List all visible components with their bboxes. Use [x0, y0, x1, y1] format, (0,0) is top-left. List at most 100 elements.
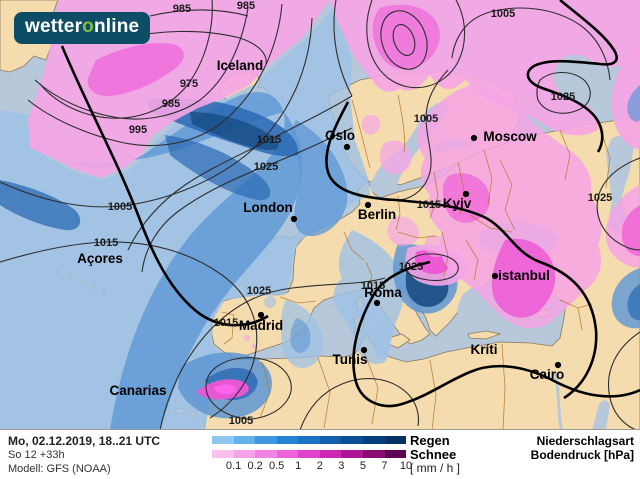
rain-color-scale: [212, 436, 407, 444]
pressure-label: 1025: [551, 91, 575, 103]
legend-color-cell: [319, 436, 342, 444]
map-type-titles: Niederschlagsart Bodendruck [hPa]: [531, 434, 634, 462]
legend-tick: 0.5: [269, 460, 285, 472]
legend-unit: [ mm / h ]: [410, 461, 461, 475]
city-dot: [257, 311, 265, 319]
pressure-label: 1025: [399, 261, 423, 273]
pressure-label: 1015: [361, 280, 385, 292]
legend-color-cell: [362, 436, 385, 444]
legend-color-cell: [212, 450, 234, 458]
city-label: istanbul: [491, 268, 550, 283]
city-dot: [373, 299, 381, 307]
legend-color-cell: [319, 450, 342, 458]
pressure-label: 985: [173, 3, 191, 15]
legend-tick: 5: [359, 460, 366, 472]
legend-tick: 0.1: [225, 460, 242, 472]
pressure-label: 1015: [214, 317, 238, 329]
legend-color-cell: [276, 436, 299, 444]
snow-legend-label: Schnee: [410, 447, 457, 462]
city-dot: [470, 134, 478, 142]
city-name: Roma: [364, 285, 402, 300]
city-label: Açores: [77, 251, 123, 266]
legend-color-cell: [255, 436, 277, 444]
pressure-label: 1015: [94, 237, 118, 249]
city-name: istanbul: [498, 268, 550, 283]
city-label: Madrid: [239, 311, 283, 333]
city-label: Roma: [364, 285, 402, 307]
legend-color-cell: [341, 436, 363, 444]
model-name: Modell: GFS (NOAA): [8, 463, 111, 475]
city-label: Kyiv: [443, 190, 472, 211]
city-name: Berlin: [358, 207, 396, 222]
pressure-title: Bodendruck [hPa]: [530, 448, 634, 462]
city-name: Oslo: [325, 128, 355, 143]
city-name: Canarias: [109, 383, 166, 398]
city-dot: [360, 346, 368, 354]
legend-color-cell: [233, 436, 256, 444]
legend-color-cell: [362, 450, 385, 458]
city-dot: [491, 272, 499, 280]
pressure-label: 1005: [414, 113, 438, 125]
snow-color-scale: [212, 450, 407, 458]
pressure-label: 1015: [417, 199, 441, 211]
pressure-label: 1025: [247, 285, 271, 297]
legend-tick: 10: [399, 460, 413, 472]
city-label: Canarias: [109, 383, 166, 398]
precip-type-title: Niederschlagsart: [536, 434, 634, 448]
city-label: Kríti: [471, 342, 498, 357]
city-label: London: [243, 200, 298, 223]
legend-ticks: 0.1 0.2 0.5 1 2 3 5 7 10: [212, 460, 412, 472]
legend-color-cell: [276, 450, 299, 458]
pressure-label: 985: [162, 98, 180, 110]
city-label: Cairo: [530, 361, 565, 382]
pressure-label: 1025: [588, 192, 612, 204]
city-name: London: [243, 200, 292, 215]
country-borders-layer: [221, 94, 611, 430]
legend-color-cell: [298, 436, 320, 444]
pressure-label: 975: [180, 78, 198, 90]
pressure-label: 1025: [254, 161, 278, 173]
pressure-label: 985: [237, 0, 255, 12]
city-name: Kríti: [471, 342, 498, 357]
city-name: Cairo: [530, 367, 565, 382]
city-dot: [462, 190, 470, 198]
city-label: Iceland: [217, 58, 264, 73]
city-label: Oslo: [325, 128, 355, 151]
logo-text-nline: nline: [93, 16, 140, 37]
city-name: Iceland: [217, 58, 264, 73]
logo-text-wetter: wetter: [25, 16, 83, 37]
legend-tick: 0.2: [247, 460, 263, 472]
city-name: Kyiv: [443, 196, 472, 211]
wetteronline-logo[interactable]: wetteronline: [14, 12, 151, 44]
city-dot: [364, 201, 372, 209]
pressure-label: 1005: [108, 201, 132, 213]
pressure-isolines-thick: [60, 0, 640, 408]
city-dot: [290, 215, 298, 223]
city-dot: [343, 143, 351, 151]
city-label: Berlin: [358, 201, 396, 222]
footer-bar: Mo, 02.12.2019, 18..21 UTC So 12 +33h Mo…: [0, 429, 640, 479]
pressure-label: 1005: [491, 8, 515, 20]
legend-color-cell: [298, 450, 320, 458]
legend-tick: 7: [381, 460, 388, 472]
city-name: Açores: [77, 251, 123, 266]
pressure-label: 995: [129, 124, 147, 136]
city-name: Madrid: [239, 318, 283, 333]
logo-text-o: o: [82, 16, 94, 37]
legend-color-cell: [212, 436, 234, 444]
legend-color-cell: [233, 450, 256, 458]
pressure-label: 1015: [257, 134, 281, 146]
legend-color-cell: [384, 436, 407, 444]
city-name: Moscow: [483, 129, 537, 144]
legend-color-cell: [255, 450, 277, 458]
city-label: Tunis: [333, 346, 368, 367]
city-dot: [554, 361, 562, 369]
pressure-label: 1005: [229, 415, 253, 427]
city-name: Tunis: [333, 352, 368, 367]
legend-color-cell: [341, 450, 363, 458]
valid-time: Mo, 02.12.2019, 18..21 UTC: [8, 434, 161, 448]
weather-map: 985 985 1005 975 985 995 1015 1025 1005 1025 1005 1…: [0, 0, 640, 430]
legend-color-cell: [384, 450, 407, 458]
legend-tick: 1: [295, 460, 302, 472]
